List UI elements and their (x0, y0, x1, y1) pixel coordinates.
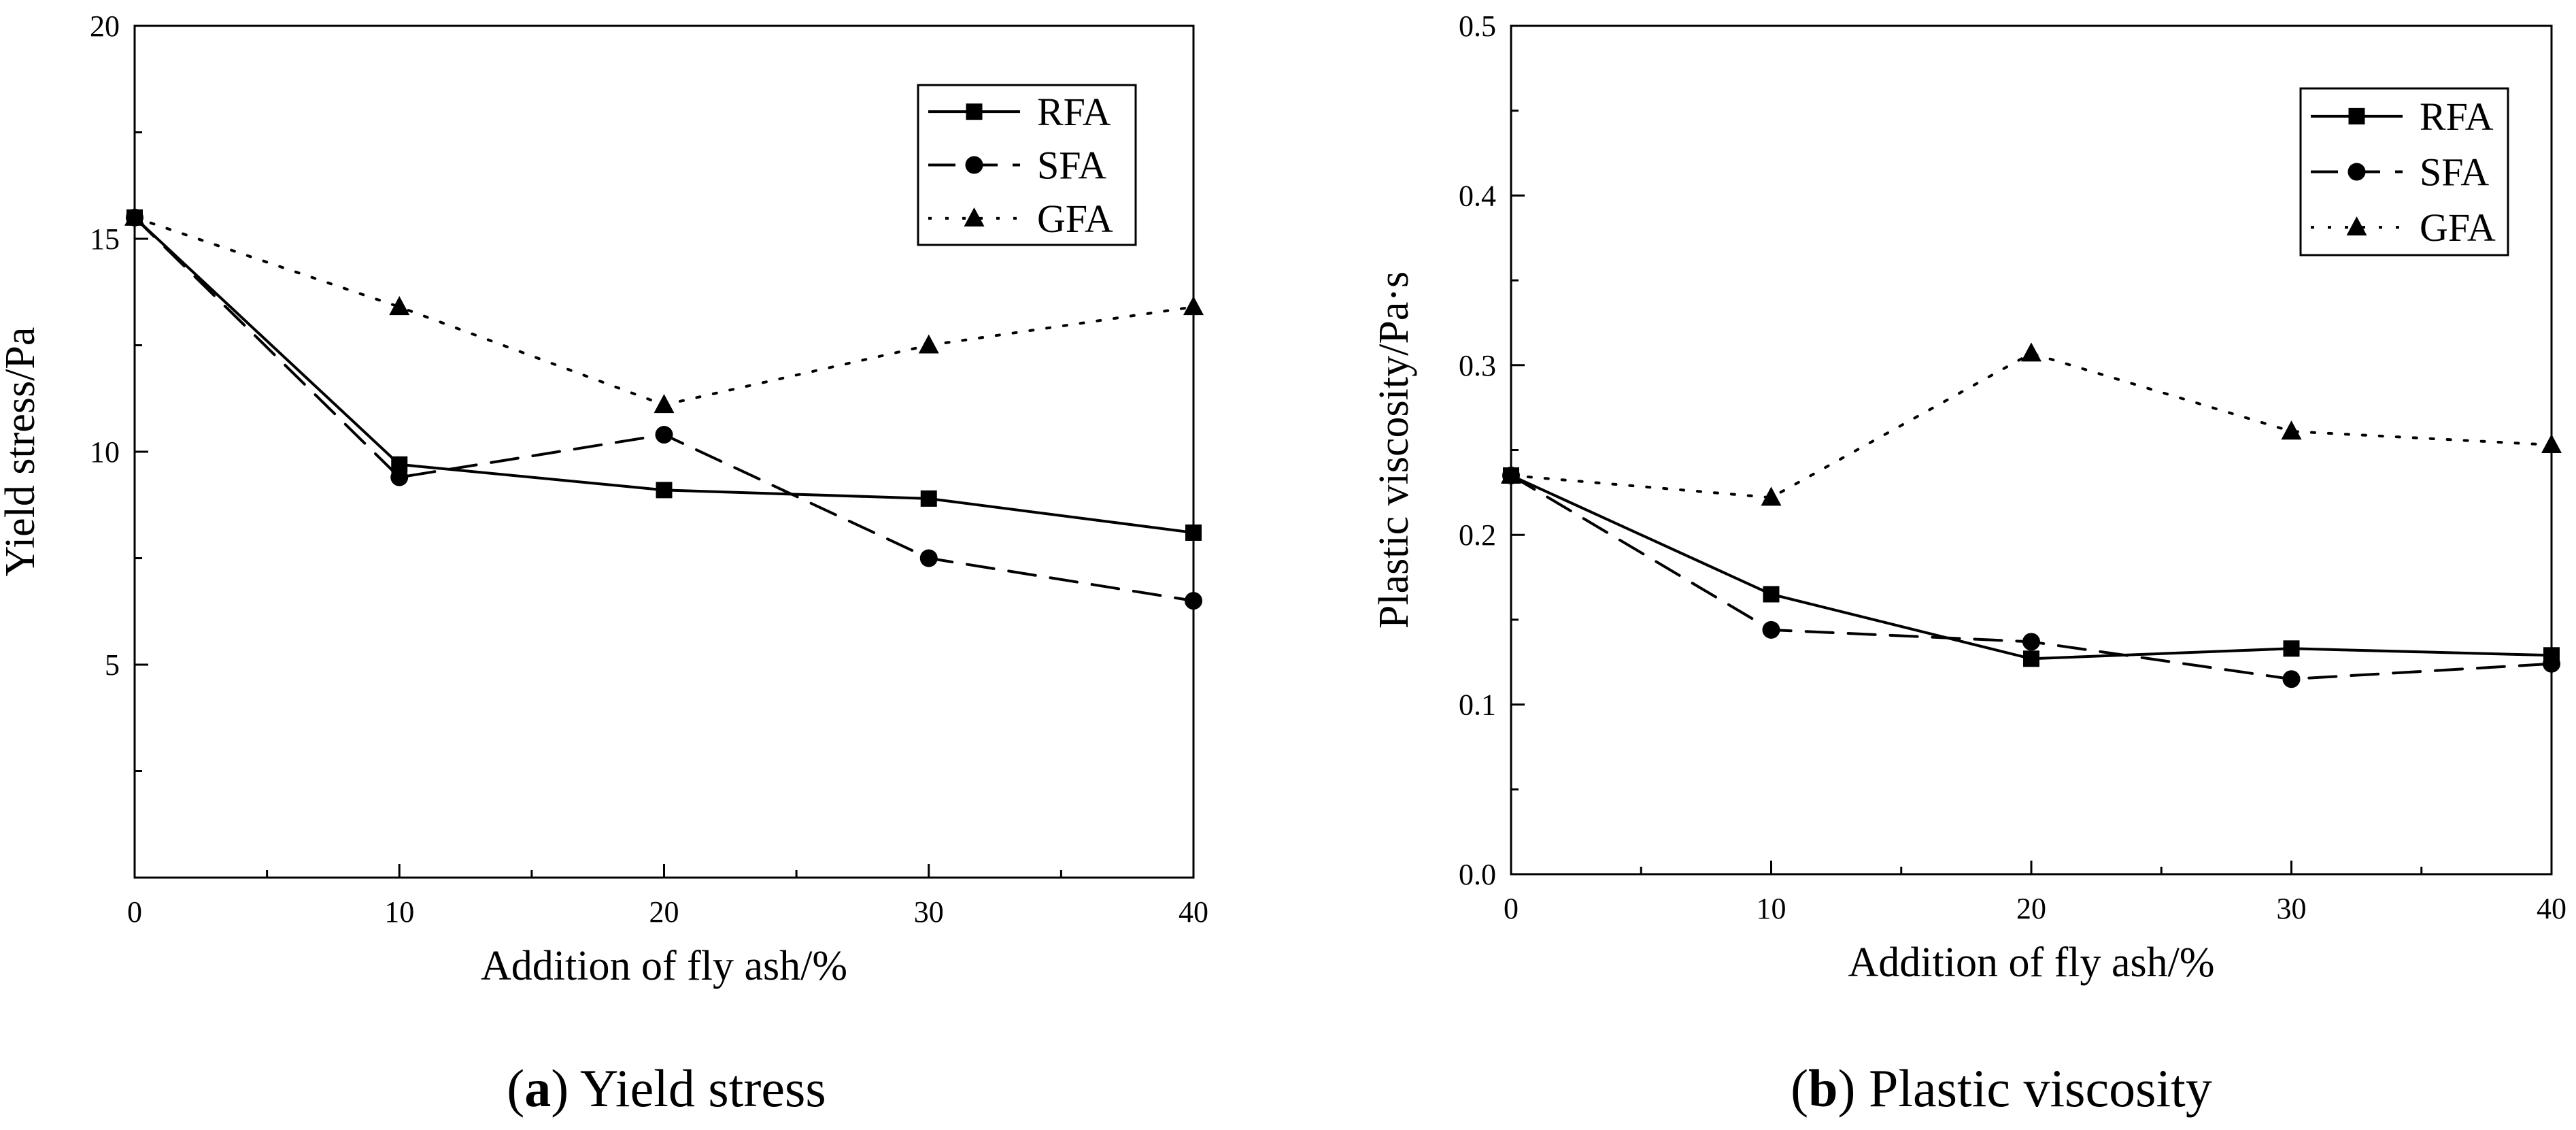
caption-a: (a) Yield stress (507, 1059, 826, 1118)
data-point-gfa (2541, 434, 2562, 454)
y-tick-label: 0.3 (1459, 349, 1496, 382)
x-tick-label: 20 (2016, 892, 2046, 925)
x-tick-label: 40 (1179, 895, 1208, 929)
data-point-sfa (2282, 670, 2301, 688)
caption-a-letter: a (524, 1059, 552, 1118)
legend-label-rfa: RFA (2420, 95, 2494, 139)
data-point-gfa (918, 334, 939, 354)
data-point-gfa (2021, 342, 2041, 362)
series-gfa (1501, 342, 2562, 506)
y-tick-label: 20 (90, 10, 120, 43)
data-point-gfa (2281, 420, 2302, 440)
data-point-sfa (919, 549, 938, 567)
chart-panel-a: 0 10 20 30 40 5 10 15 20 Addition of fly ash/% Yie… (0, 10, 1208, 989)
data-point-sfa (390, 468, 409, 486)
data-point-sfa (2543, 654, 2560, 673)
data-point-sfa (1762, 620, 1780, 639)
y-tick-label: 0.0 (1459, 858, 1496, 891)
legend-marker-rfa (966, 103, 983, 120)
data-point-rfa (2023, 650, 2039, 667)
data-point-rfa (1763, 586, 1780, 603)
y-tick-label: 15 (90, 222, 120, 256)
legend-label-sfa: SFA (1037, 144, 1106, 188)
data-point-gfa (1183, 296, 1204, 316)
x-tick-label: 20 (649, 895, 679, 929)
series-rfa (126, 209, 1202, 541)
data-point-rfa (920, 490, 937, 507)
data-point-gfa (654, 394, 675, 414)
legend-marker-sfa (2348, 163, 2366, 181)
y-tick-label: 0.1 (1459, 688, 1496, 722)
caption-b: (b) Plastic viscosity (1791, 1059, 2212, 1118)
y-tick-label: 0.5 (1459, 10, 1496, 43)
y-axis-label: Yield stress/Pa (0, 327, 44, 577)
series-gfa (124, 206, 1204, 414)
data-point-sfa (655, 425, 673, 444)
data-point-gfa (389, 296, 410, 316)
legend: RFA SFA GFA (917, 84, 1137, 246)
data-point-sfa (1185, 592, 1202, 610)
y-tick-label: 0.2 (1459, 518, 1496, 552)
legend-marker-rfa (2348, 107, 2365, 124)
x-axis-label: Addition of fly ash/% (481, 943, 847, 989)
legend-label-gfa: GFA (2420, 205, 2496, 250)
legend-label-rfa: RFA (1037, 90, 1111, 134)
caption-b-text: Plastic viscosity (1869, 1059, 2212, 1118)
chart-panel-b: 0 10 20 30 40 0.0 0.1 0.2 0.3 0.4 0.5 Addition of f… (1371, 10, 2566, 986)
y-axis-label: Plastic viscosity/Pa·s (1371, 271, 1417, 629)
data-point-gfa (1501, 464, 1521, 484)
legend: RFA SFA GFA (2299, 87, 2509, 256)
data-point-gfa (1761, 486, 1782, 506)
y-tick-label: 0.4 (1459, 179, 1496, 212)
legend-label-gfa: GFA (1037, 197, 1113, 241)
series-sfa (126, 208, 1202, 610)
x-tick-label: 30 (2277, 892, 2307, 925)
caption-a-text: Yield stress (579, 1059, 826, 1118)
x-tick-label: 10 (384, 895, 414, 929)
legend-marker-gfa (964, 207, 985, 227)
x-tick-label: 40 (2537, 892, 2566, 925)
data-point-sfa (2022, 633, 2040, 651)
data-point-rfa (1185, 524, 1202, 541)
x-tick-label: 0 (1504, 892, 1519, 925)
x-axis-label: Addition of fly ash/% (1848, 940, 2215, 986)
y-tick-label: 10 (90, 435, 120, 469)
legend-marker-sfa (965, 156, 983, 174)
caption-b-letter: b (1808, 1059, 1838, 1118)
series-line-gfa (1510, 352, 2553, 499)
y-tick-label: 5 (105, 648, 120, 682)
x-tick-label: 0 (127, 895, 142, 929)
data-point-rfa (2283, 640, 2300, 657)
legend-label-sfa: SFA (2420, 150, 2489, 195)
x-tick-label: 10 (1757, 892, 1786, 925)
data-point-rfa (656, 482, 673, 499)
legend-marker-gfa (2346, 216, 2367, 236)
x-tick-label: 30 (914, 895, 944, 929)
data-point-gfa (124, 206, 145, 226)
